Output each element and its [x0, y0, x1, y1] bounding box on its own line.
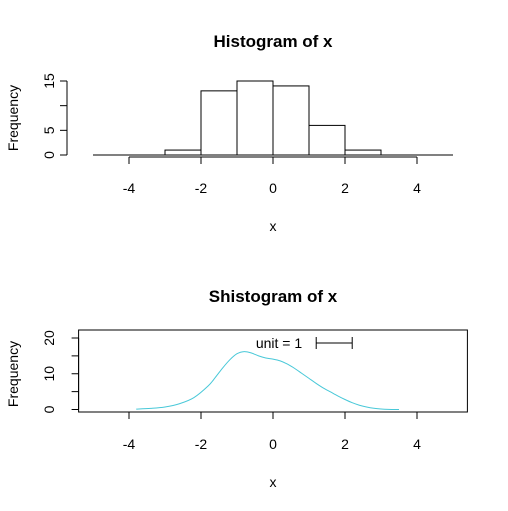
shistogram-x-label: x: [270, 474, 277, 490]
shistogram-x-tick-label: 2: [341, 436, 349, 452]
shistogram-x-tick-label: 0: [269, 436, 277, 452]
histogram-bar: [308, 124, 346, 156]
histogram-bar: [164, 149, 202, 156]
histogram-bar: [200, 90, 238, 156]
shistogram-chart: Shistogram of x unit = 1 -4 -2 0 2 4 0 10 20 x…: [5, 287, 468, 490]
histogram-x-tick-label: -2: [195, 180, 208, 196]
histogram-y-axis: 0 5 15: [41, 73, 68, 159]
histogram-title: Histogram of x: [213, 32, 333, 51]
shistogram-y-label: Frequency: [5, 341, 21, 407]
histogram-chart: Histogram of x -4 -2 0 2 4 0 5 15 x Frequency: [5, 32, 453, 234]
shistogram-density-line: [136, 351, 400, 410]
shistogram-y-tick-label: 0: [41, 405, 57, 413]
histogram-bars: [93, 80, 453, 156]
histogram-x-tick-label: -4: [123, 180, 136, 196]
histogram-y-tick-label: 0: [41, 151, 57, 159]
histogram-bar: [344, 149, 382, 156]
histogram-bar: [272, 85, 310, 156]
histogram-x-label: x: [270, 218, 277, 234]
shistogram-x-axis: -4 -2 0 2 4: [123, 411, 421, 452]
histogram-bar: [236, 80, 274, 156]
histogram-y-tick-label: 15: [41, 73, 57, 89]
shistogram-unit-label: unit = 1: [256, 335, 303, 351]
shistogram-x-tick-label: -2: [195, 436, 208, 452]
shistogram-x-tick-label: 4: [413, 436, 421, 452]
shistogram-unit-bar: [315, 337, 353, 349]
shistogram-title: Shistogram of x: [209, 287, 338, 306]
histogram-y-tick-label: 5: [41, 126, 57, 134]
shistogram-x-tick-label: -4: [123, 436, 136, 452]
histogram-x-tick-label: 4: [413, 180, 421, 196]
shistogram-y-tick-label: 20: [41, 330, 57, 346]
histogram-x-axis: -4 -2 0 2 4: [123, 156, 421, 196]
histogram-x-tick-label: 2: [341, 180, 349, 196]
shistogram-y-tick-label: 10: [41, 366, 57, 382]
histogram-y-label: Frequency: [5, 85, 21, 151]
shistogram-y-axis: 0 10 20: [41, 330, 80, 413]
histogram-x-tick-label: 0: [269, 180, 277, 196]
